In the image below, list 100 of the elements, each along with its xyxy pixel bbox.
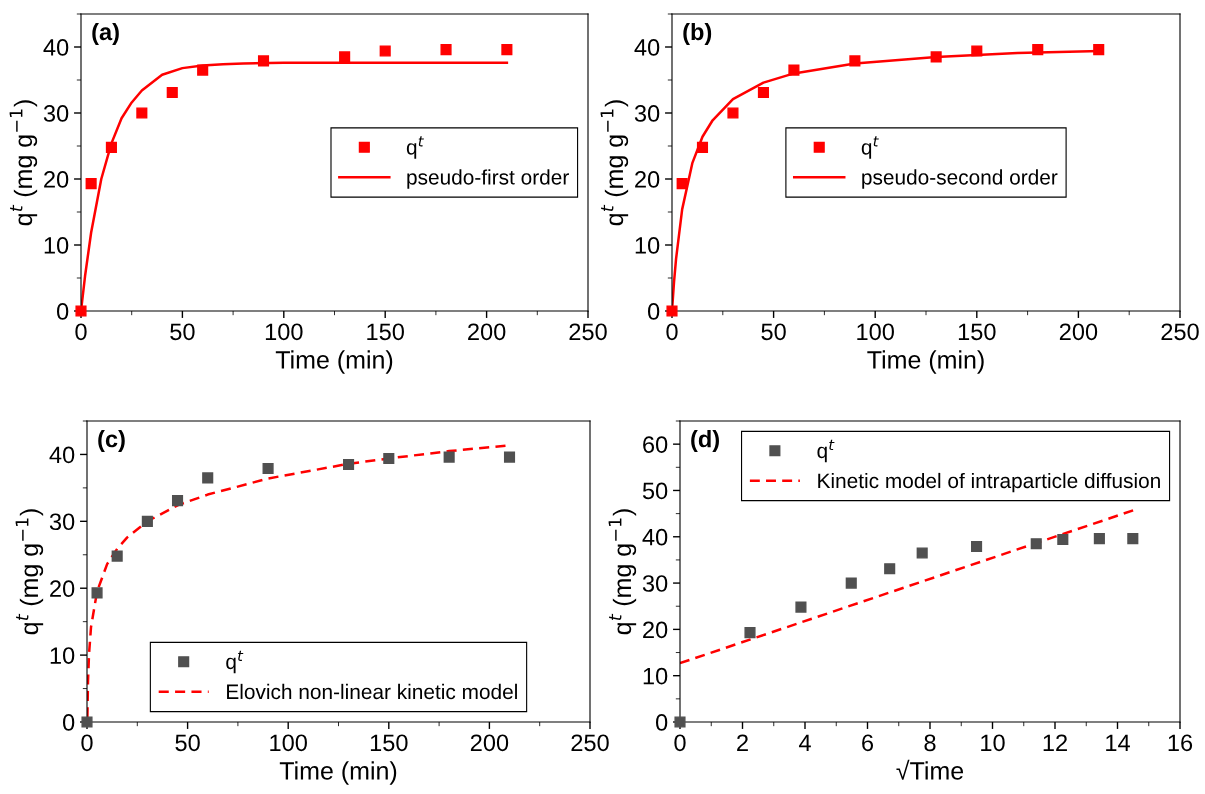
legend-label: pseudo-second order (862, 169, 1058, 189)
point (503, 451, 516, 463)
x-tick-label: 250 (1161, 323, 1199, 341)
y-tick-label: 0 (62, 714, 75, 731)
point (197, 64, 209, 76)
x-tick-label: 200 (470, 734, 509, 752)
y-tick-label: 0 (655, 714, 668, 731)
y-tick-label: 20 (44, 171, 69, 188)
x-tick-label: 250 (571, 734, 609, 752)
x-tick-label: 200 (468, 323, 506, 341)
point (727, 107, 739, 119)
y-tick-label: 40 (49, 446, 75, 464)
point (1093, 533, 1105, 545)
annotation: (b) (683, 22, 712, 45)
y-axis-title: q$^{t}$ (mg g$^{−1}$) (9, 100, 38, 226)
x-tick-label: 4 (798, 734, 811, 751)
y-tick-label: 10 (643, 667, 668, 685)
point (1093, 44, 1105, 56)
point (1057, 533, 1069, 546)
point (971, 540, 983, 553)
point (884, 563, 896, 575)
legend-label: Elovich non-linear kinetic model (227, 683, 517, 700)
y-axis-title: q$^{t}$ (mg g$^{−1}$) (600, 100, 629, 226)
point (262, 462, 274, 475)
point (696, 141, 709, 153)
point (676, 178, 688, 190)
x-tick-label: 8 (924, 734, 936, 752)
point (136, 107, 148, 119)
y-tick-label: 20 (635, 171, 660, 188)
point (501, 44, 513, 56)
point (383, 452, 395, 465)
x-tick-label: 6 (862, 734, 874, 752)
point (849, 55, 861, 67)
y-tick-label: 10 (635, 237, 660, 254)
y-tick-label: 0 (56, 303, 69, 320)
y-tick-label: 50 (642, 482, 668, 500)
x-tick-label: 100 (857, 323, 894, 341)
x-tick-label: 50 (175, 734, 200, 752)
y-tick-label: 30 (43, 105, 69, 122)
x-tick-label: 14 (1106, 734, 1130, 751)
point (744, 627, 756, 639)
y-tick-label: 20 (643, 621, 668, 639)
point (91, 587, 103, 599)
x-tick-label: 0 (75, 323, 87, 341)
legend-label: q$^{t}$ (817, 439, 835, 463)
point (202, 472, 214, 484)
x-tick-label: 100 (265, 323, 303, 341)
y-tick-label: 10 (44, 237, 69, 254)
x-axis-title: √Time (896, 759, 964, 780)
point (141, 515, 153, 527)
legend-label: q$^{t}$ (226, 650, 244, 674)
y-tick-label: 30 (49, 513, 75, 531)
point (379, 45, 391, 57)
annotation: (d) (691, 430, 719, 453)
point (85, 178, 97, 190)
y-tick-label: 40 (642, 528, 668, 546)
point (795, 601, 807, 613)
point (339, 51, 351, 63)
y-tick-label: 10 (50, 647, 75, 664)
point (1032, 44, 1044, 56)
x-axis-title: Time (min) (275, 350, 393, 374)
x-tick-label: 100 (270, 734, 307, 752)
y-tick-label: 30 (634, 105, 660, 122)
point (171, 495, 184, 507)
x-tick-label: 250 (569, 323, 607, 341)
point (757, 86, 769, 99)
x-tick-label: 12 (1043, 734, 1067, 751)
x-tick-label: 150 (958, 323, 996, 341)
y-axis-title: q$^{t}$ (mg g$^{−1}$) (15, 509, 44, 635)
x-tick-label: 50 (761, 323, 786, 341)
x-tick-label: 150 (370, 734, 408, 752)
legend-label: q$^{t}$ (406, 136, 424, 159)
point (257, 55, 270, 67)
x-tick-label: 10 (981, 734, 1005, 752)
point (845, 577, 857, 589)
y-tick-label: 20 (50, 580, 75, 598)
y-tick-label: 30 (642, 575, 668, 592)
annotation: (a) (92, 22, 119, 45)
point (166, 86, 178, 99)
point (440, 44, 452, 56)
x-axis-title: Time (min) (867, 350, 984, 374)
x-axis-title: Time (min) (279, 761, 397, 785)
y-tick-label: 40 (43, 39, 69, 56)
x-tick-label: 0 (674, 734, 686, 752)
x-tick-label: 0 (81, 734, 93, 752)
point (443, 451, 455, 463)
point (916, 547, 928, 559)
point (111, 550, 123, 562)
point (930, 51, 942, 63)
y-axis-title: q$^{t}$ (mg g$^{−1}$) (608, 509, 637, 635)
legend-label: q$^{t}$ (861, 136, 879, 159)
x-tick-label: 2 (737, 734, 748, 751)
annotation: (c) (98, 430, 125, 453)
y-tick-label: 0 (647, 303, 660, 320)
point (1127, 533, 1139, 545)
point (343, 458, 355, 471)
point (788, 64, 800, 76)
point (1030, 538, 1042, 550)
x-tick-label: 200 (1059, 323, 1098, 341)
x-tick-label: 50 (170, 323, 195, 341)
